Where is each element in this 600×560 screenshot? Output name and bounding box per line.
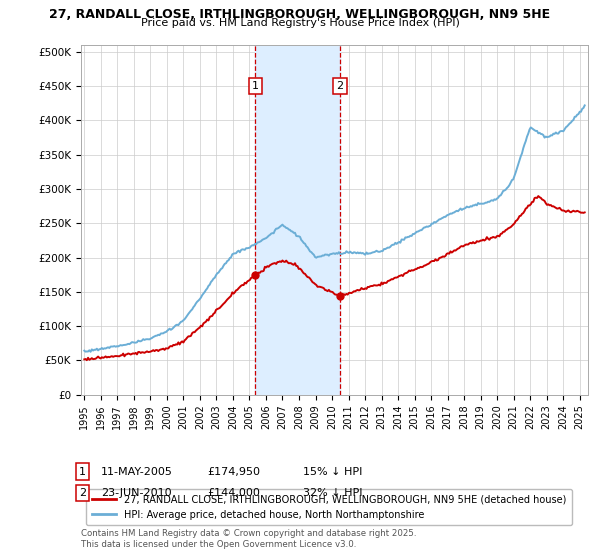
Text: £144,000: £144,000: [207, 488, 260, 498]
Text: 2: 2: [337, 81, 344, 91]
Text: 2: 2: [79, 488, 86, 498]
Bar: [256, 45, 340, 395]
Text: £174,950: £174,950: [207, 466, 260, 477]
Text: 23-JUN-2010: 23-JUN-2010: [101, 488, 172, 498]
Text: 1: 1: [252, 81, 259, 91]
Text: 32% ↓ HPI: 32% ↓ HPI: [303, 488, 362, 498]
Legend: 27, RANDALL CLOSE, IRTHLINGBOROUGH, WELLINGBOROUGH, NN9 5HE (detached house), HP: 27, RANDALL CLOSE, IRTHLINGBOROUGH, WELL…: [86, 489, 572, 525]
Text: 1: 1: [79, 466, 86, 477]
Text: 15% ↓ HPI: 15% ↓ HPI: [303, 466, 362, 477]
Text: Price paid vs. HM Land Registry's House Price Index (HPI): Price paid vs. HM Land Registry's House …: [140, 18, 460, 28]
Text: 27, RANDALL CLOSE, IRTHLINGBOROUGH, WELLINGBOROUGH, NN9 5HE: 27, RANDALL CLOSE, IRTHLINGBOROUGH, WELL…: [49, 8, 551, 21]
Text: 11-MAY-2005: 11-MAY-2005: [101, 466, 173, 477]
Text: Contains HM Land Registry data © Crown copyright and database right 2025.
This d: Contains HM Land Registry data © Crown c…: [81, 529, 416, 549]
